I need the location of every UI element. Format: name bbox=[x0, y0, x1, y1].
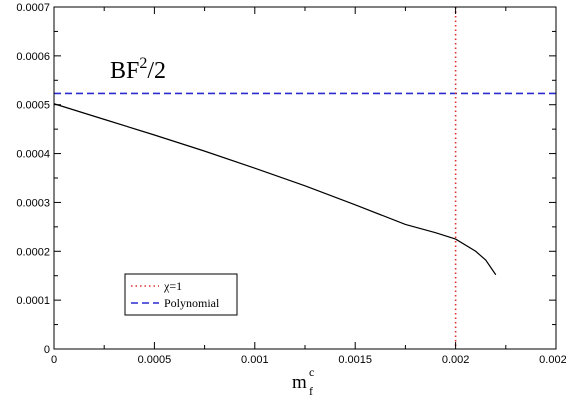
axis-ticks: 0 0.0005 0.001 0.0015 0.002 0.0025 0 0.0001 0.00… bbox=[16, 2, 566, 366]
annotation-superscript: 2 bbox=[139, 55, 147, 72]
x-tick-label: 0.0015 bbox=[338, 354, 372, 366]
y-tick-label: 0.0006 bbox=[16, 51, 50, 63]
y-tick-label: 0.0001 bbox=[16, 295, 50, 307]
y-tick-label: 0.0007 bbox=[16, 2, 50, 14]
legend: χ=1 Polynomial bbox=[124, 273, 238, 316]
x-axis-label-base: m bbox=[292, 372, 307, 393]
x-tick-label: 0.0005 bbox=[138, 354, 172, 366]
x-axis-label-superscript: c bbox=[309, 365, 314, 379]
y-tick-label: 0.0003 bbox=[16, 197, 50, 209]
y-tick-label: 0.0004 bbox=[16, 149, 50, 161]
y-tick-label: 0.0005 bbox=[16, 100, 50, 112]
legend-label-polynomial: Polynomial bbox=[164, 296, 220, 310]
x-tick-label: 0.001 bbox=[241, 354, 269, 366]
series-curve-line bbox=[53, 103, 497, 276]
plot-marks bbox=[53, 7, 556, 349]
x-tick-label: 0.0025 bbox=[539, 354, 566, 366]
y-tick-label: 0.0002 bbox=[16, 246, 50, 258]
legend-box bbox=[124, 273, 238, 316]
annotation-tail: /2 bbox=[147, 58, 166, 84]
x-tick-label: 0 bbox=[51, 354, 57, 366]
annotation-base: BF bbox=[110, 58, 139, 84]
x-tick-label: 0.002 bbox=[442, 354, 470, 366]
y-tick-label: 0 bbox=[44, 344, 50, 356]
chart-annotation: BF2/2 bbox=[110, 55, 166, 84]
legend-label-chi: χ=1 bbox=[163, 279, 182, 293]
x-axis-label: m bbox=[292, 372, 307, 393]
x-axis-label-subscript: f bbox=[309, 384, 313, 398]
